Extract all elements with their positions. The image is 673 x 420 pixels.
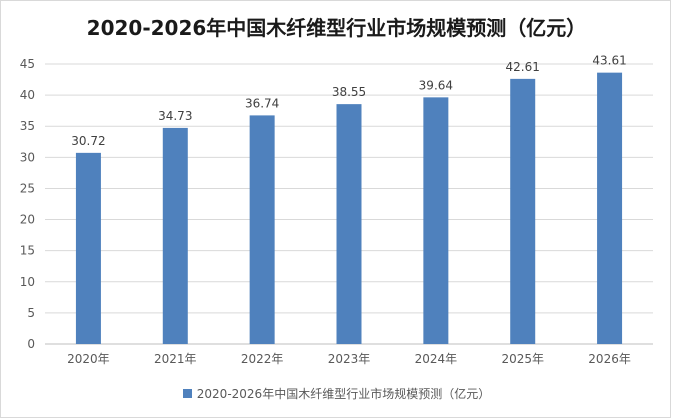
y-tick-label: 45	[20, 57, 35, 71]
data-label: 43.61	[592, 54, 626, 68]
bar	[597, 72, 623, 344]
x-tick-label: 2021年	[154, 352, 197, 366]
data-label: 30.72	[71, 134, 105, 148]
legend: 2020-2026年中国木纤维型行业市场规模预测（亿元）	[1, 385, 672, 402]
legend-label: 2020-2026年中国木纤维型行业市场规模预测（亿元）	[196, 387, 491, 401]
y-tick-label: 10	[20, 275, 35, 289]
y-tick-label: 25	[20, 181, 35, 195]
x-tick-label: 2024年	[415, 352, 458, 366]
x-tick-label: 2020年	[67, 352, 110, 366]
y-tick-label: 40	[20, 88, 35, 102]
bar	[162, 127, 188, 344]
y-tick-label: 20	[20, 213, 35, 227]
data-label: 34.73	[158, 109, 192, 123]
bar	[423, 97, 449, 345]
bar	[336, 104, 362, 344]
x-tick-label: 2022年	[241, 352, 284, 366]
legend-swatch	[182, 389, 192, 398]
y-tick-label: 15	[20, 244, 35, 258]
x-tick-label: 2025年	[501, 352, 544, 366]
data-label: 42.61	[506, 60, 540, 74]
data-label: 39.64	[419, 78, 453, 92]
x-tick-label: 2023年	[328, 352, 371, 366]
data-label: 38.55	[332, 85, 366, 99]
y-tick-label: 30	[20, 150, 35, 164]
x-tick-label: 2026年	[588, 352, 631, 366]
y-tick-label: 5	[27, 306, 35, 320]
data-label: 36.74	[245, 96, 279, 110]
bar	[510, 78, 536, 345]
y-tick-label: 35	[20, 119, 35, 133]
bar	[75, 152, 101, 344]
chart-title: 2020-2026年中国木纤维型行业市场规模预测（亿元）	[86, 16, 587, 40]
y-tick-label: 0	[27, 337, 35, 351]
bar	[249, 115, 275, 344]
